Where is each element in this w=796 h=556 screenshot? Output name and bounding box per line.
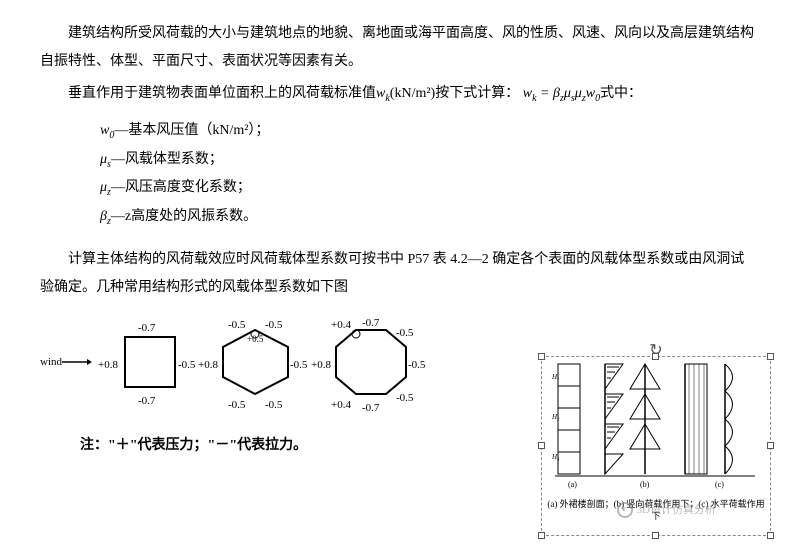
resize-handle[interactable] bbox=[538, 442, 545, 449]
resize-handle[interactable] bbox=[538, 353, 545, 360]
val: -0.5 bbox=[408, 354, 425, 376]
resize-handle[interactable] bbox=[767, 353, 774, 360]
sym-betaz: βz bbox=[100, 209, 111, 224]
paragraph-3: 计算主体结构的风荷载效应时风荷载体型系数可按书中 P57 表 4.2—2 确定各… bbox=[40, 246, 756, 302]
svg-text:H₂: H₂ bbox=[551, 413, 560, 421]
resize-handle[interactable] bbox=[652, 353, 659, 360]
val: -0.5 bbox=[290, 354, 307, 376]
paragraph-2: 垂直作用于建筑物表面单位面积上的风荷载标准值wk(kN/m²)按下式计算： wk… bbox=[40, 80, 756, 109]
val: +0.5 bbox=[247, 330, 263, 348]
sym-muz: μz bbox=[100, 180, 111, 195]
val: -0.5 bbox=[228, 394, 245, 416]
definitions: w0—基本风压值（kN/m²）； μs—风载体型系数； μz—风压高度变化系数；… bbox=[100, 117, 756, 232]
wechat-icon: ◐ bbox=[617, 502, 633, 518]
text: 垂直作用于建筑物表面单位面积上的风荷载标准值 bbox=[68, 86, 376, 101]
val: -0.7 bbox=[138, 317, 155, 339]
val: +0.4 bbox=[331, 314, 351, 336]
shape-octagon: +0.4 -0.7 -0.5 +0.8 -0.5 +0.4 -0.7 -0.5 bbox=[316, 312, 426, 412]
paragraph-1: 建筑结构所受风荷载的大小与建筑地点的地貌、离地面或海平面高度、风的性质、风速、风… bbox=[40, 20, 756, 76]
val: +0.4 bbox=[331, 394, 351, 416]
val: -0.5 bbox=[265, 394, 282, 416]
wind-arrow: wind bbox=[40, 351, 92, 373]
svg-text:H₁: H₁ bbox=[551, 373, 560, 381]
equation: wk = βzμsμzw0 bbox=[523, 86, 600, 101]
def-text: —z高度处的风振系数。 bbox=[111, 209, 257, 224]
resize-handle[interactable] bbox=[538, 532, 545, 539]
val: +0.8 bbox=[98, 354, 118, 376]
sym-mus: μs bbox=[100, 152, 111, 167]
var-wk: wk bbox=[376, 86, 390, 101]
svg-text:(b): (b) bbox=[640, 480, 650, 489]
resize-handle[interactable] bbox=[767, 532, 774, 539]
resize-handle[interactable] bbox=[652, 532, 659, 539]
def-text: —风载体型系数； bbox=[111, 152, 223, 167]
val: -0.7 bbox=[362, 312, 379, 334]
val: +0.8 bbox=[311, 354, 331, 376]
val: -0.5 bbox=[265, 314, 282, 336]
val: +0.8 bbox=[198, 354, 218, 376]
text: 按下式计算： bbox=[435, 86, 519, 101]
val: -0.5 bbox=[396, 387, 413, 409]
def-text: —基本风压值（kN/m²）； bbox=[114, 123, 269, 138]
text: 式中： bbox=[600, 86, 642, 101]
val: -0.5 bbox=[228, 314, 245, 336]
val: -0.5 bbox=[178, 354, 195, 376]
watermark-text: 3D设计仿真分析 bbox=[637, 499, 716, 521]
load-diagram: H₁ H₂ H₃ bbox=[542, 357, 770, 497]
wind-text: wind bbox=[40, 351, 62, 373]
shape-square: -0.7 +0.8 -0.5 -0.7 bbox=[100, 312, 195, 412]
svg-text:H₃: H₃ bbox=[551, 453, 560, 461]
rotate-handle-icon[interactable]: ↻ bbox=[649, 335, 662, 367]
val: -0.5 bbox=[396, 322, 413, 344]
svg-text:(c): (c) bbox=[715, 480, 724, 489]
sym-w0: w0 bbox=[100, 123, 114, 138]
svg-text:(a): (a) bbox=[568, 480, 577, 489]
def-text: —风压高度变化系数； bbox=[111, 180, 251, 195]
shape-hexagon: -0.5 -0.5 +0.8 -0.5 -0.5 -0.5 +0.5 bbox=[203, 312, 308, 412]
val: -0.7 bbox=[138, 390, 155, 412]
watermark: ◐ 3D设计仿真分析 bbox=[617, 499, 716, 521]
resize-handle[interactable] bbox=[767, 442, 774, 449]
unit: (kN/m²) bbox=[390, 86, 435, 101]
val: -0.7 bbox=[362, 397, 379, 419]
